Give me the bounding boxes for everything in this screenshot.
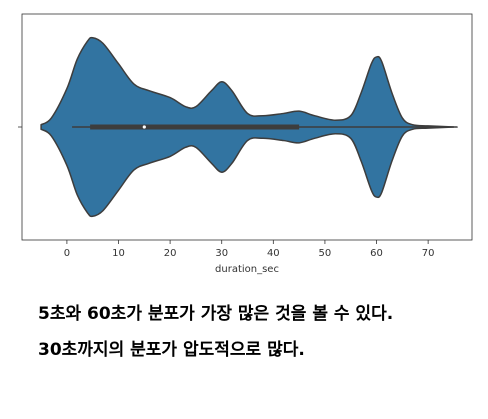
x-tick-label: 10 bbox=[112, 248, 125, 259]
x-tick-label: 0 bbox=[64, 248, 70, 259]
x-tick-label: 30 bbox=[215, 248, 228, 259]
notes: 5초와 60초가 분포가 가장 많은 것을 볼 수 있다. 30초까지의 분포가… bbox=[38, 300, 433, 372]
x-axis-label: duration_sec bbox=[215, 264, 279, 275]
x-tick-label: 60 bbox=[370, 248, 383, 259]
x-tick-label: 20 bbox=[164, 248, 177, 259]
x-tick-label: 40 bbox=[267, 248, 280, 259]
x-tick-label: 70 bbox=[422, 248, 435, 259]
note: 5초와 60초가 분포가 가장 많은 것을 볼 수 있다. bbox=[38, 304, 394, 324]
median bbox=[142, 125, 146, 129]
chart: duration_sec 0 10 20 30 40 50 60 70 bbox=[18, 13, 473, 275]
note: 30초까지의 분포가 압도적으로 많다. bbox=[38, 340, 305, 360]
x-tick-label: 50 bbox=[319, 248, 332, 259]
